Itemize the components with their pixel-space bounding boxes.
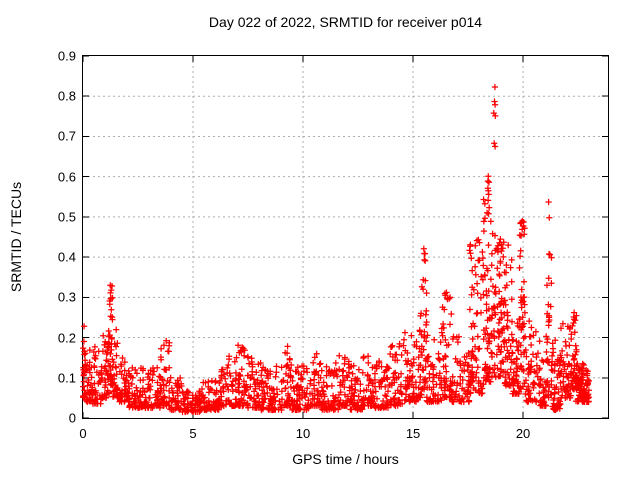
x-axis-label: GPS time / hours [292, 451, 399, 467]
y-tick-label: 0.9 [57, 48, 76, 64]
x-tick-label: 10 [295, 426, 311, 441]
y-tick-label: 0.7 [57, 128, 76, 144]
axis-ticks [82, 55, 608, 419]
x-tick-label: 0 [79, 426, 87, 441]
gridlines [83, 56, 608, 418]
x-tick-label: 20 [515, 426, 531, 441]
y-tick-label: 0.4 [57, 249, 76, 265]
x-tick-label: 15 [405, 426, 421, 441]
y-tick-label: 0.5 [57, 209, 76, 225]
y-tick-label: 0.1 [57, 370, 76, 386]
y-tick-label: 0.3 [57, 289, 76, 305]
y-tick-label: 0.8 [57, 88, 76, 104]
y-tick-label: 0.2 [57, 330, 76, 346]
y-tick-label: 0 [68, 410, 76, 426]
plot-border [82, 55, 609, 419]
data-points [80, 83, 593, 416]
chart-title: Day 022 of 2022, SRMTID for receiver p01… [208, 14, 483, 30]
y-tick-label: 0.6 [57, 169, 76, 185]
x-tick-label: 5 [189, 426, 197, 441]
